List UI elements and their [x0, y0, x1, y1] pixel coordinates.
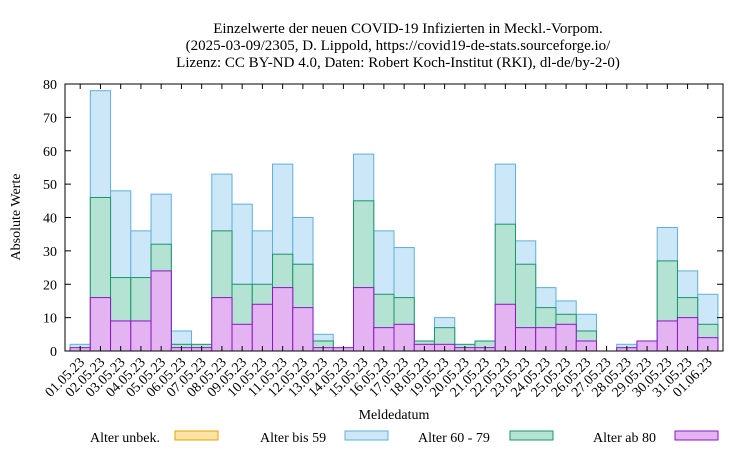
y-tick-label: 80: [43, 78, 57, 93]
legend-label: Alter 60 - 79: [418, 431, 490, 446]
y-tick-label: 70: [43, 111, 57, 126]
legend-label: Alter unbek.: [90, 431, 160, 446]
bar-alter-ab-80-22.05.23: [494, 303, 516, 352]
title-line-1: Einzelwerte der neuen COVID-19 Infiziert…: [213, 21, 603, 37]
legend-swatch: [674, 430, 719, 441]
x-axis-label: Meldedatum: [359, 408, 430, 423]
legend-label: Alter bis 59: [260, 431, 326, 446]
y-tick-label: 40: [43, 212, 57, 227]
legend-swatch: [174, 430, 219, 441]
plot-area: [69, 90, 719, 352]
bar-alter-ab-80-08.05.23: [211, 297, 233, 352]
y-tick-label: 50: [43, 178, 57, 193]
y-tick-label: 60: [43, 145, 57, 160]
bar-alter-ab-80-05.05.23: [150, 270, 172, 352]
y-axis: 0 10 20 30 40 50 60 70 80: [43, 78, 723, 360]
bar-alter-ab-80-11.05.23: [272, 287, 294, 352]
title-line-3: Lizenz: CC BY-ND 4.0, Daten: Robert Koch…: [176, 55, 620, 71]
bar-alter-ab-80-15.05.23: [353, 287, 375, 352]
legend-swatch: [509, 430, 554, 441]
y-tick-label: 0: [50, 345, 57, 360]
bar-alter-ab-80-10.05.23: [251, 303, 274, 352]
y-tick-label: 20: [43, 278, 57, 293]
chart-title: Einzelwerte der neuen COVID-19 Infiziert…: [176, 21, 620, 71]
legend-swatch: [344, 430, 389, 441]
bar-alter-ab-80-12.05.23: [292, 307, 314, 352]
y-tick-label: 30: [43, 245, 57, 260]
legend: Alter unbek. Alter bis 59 Alter 60 - 79 Alt…: [90, 430, 719, 446]
y-tick-label: 10: [43, 312, 57, 327]
y-axis-label: Absolute Werte: [9, 174, 24, 261]
title-line-2: (2025-03-09/2305, D. Lippold, https://co…: [186, 38, 611, 54]
legend-label: Alter ab 80: [593, 431, 656, 446]
bar-alter-ab-80-02.05.23: [89, 297, 112, 352]
